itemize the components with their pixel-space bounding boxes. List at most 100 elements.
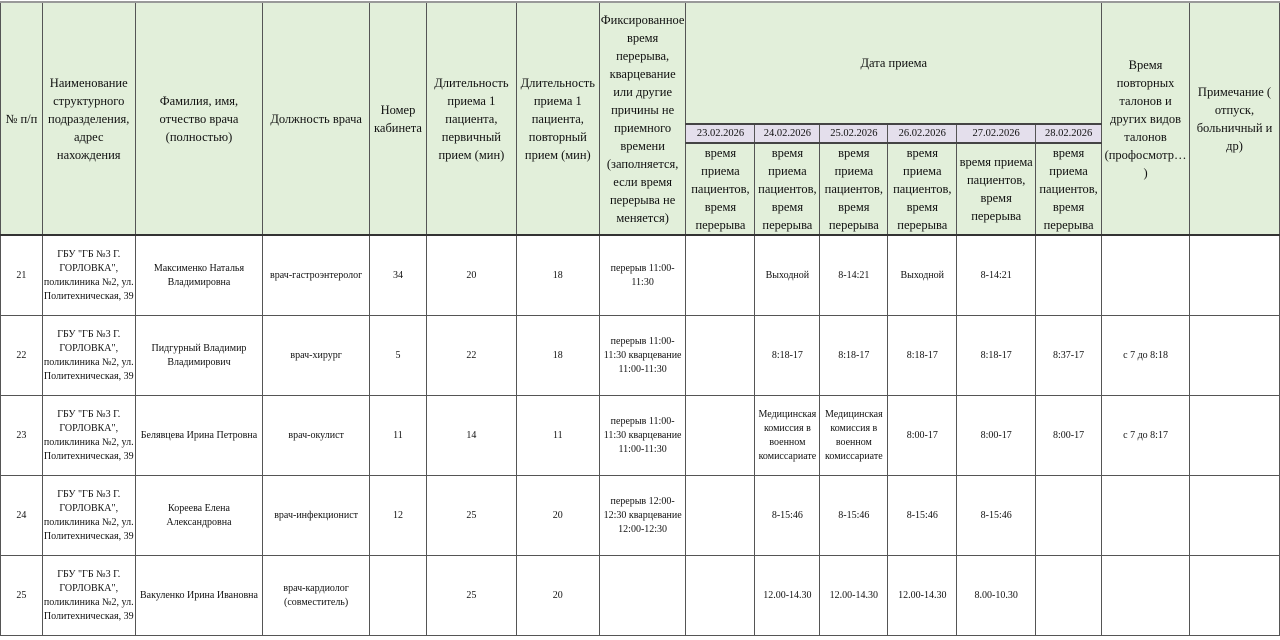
- cell-dur-primary[interactable]: 25: [425, 475, 517, 556]
- cell-repeat-tickets[interactable]: [1101, 555, 1191, 636]
- header-dur-primary: Длительность приема 1 пациента, первичны…: [425, 1, 517, 236]
- cell-cabinet[interactable]: 11: [368, 395, 427, 476]
- cell-day[interactable]: [1035, 555, 1103, 636]
- cell-name[interactable]: Максименко Наталья Владимировна: [134, 234, 264, 316]
- cell-cabinet[interactable]: [368, 555, 427, 636]
- cell-repeat-tickets[interactable]: с 7 до 8:18: [1101, 315, 1191, 396]
- cell-name[interactable]: Белявцева Ирина Петровна: [134, 395, 264, 476]
- header-position: Должность врача: [262, 1, 370, 236]
- cell-dur-repeat[interactable]: 20: [515, 555, 600, 636]
- cell-day[interactable]: 8:00-17: [956, 395, 1037, 476]
- cell-day[interactable]: 12.00-14.30: [754, 555, 821, 636]
- cell-note[interactable]: [1189, 315, 1280, 396]
- cell-position[interactable]: врач-инфекционист: [262, 475, 370, 556]
- cell-day[interactable]: [685, 315, 756, 396]
- cell-num[interactable]: 24: [0, 475, 43, 556]
- table-row: 21 ГБУ "ГБ №3 Г. ГОРЛОВКА", поликлиника №…: [0, 234, 1280, 316]
- cell-dur-repeat[interactable]: 18: [515, 315, 600, 396]
- cell-day[interactable]: 8-15:46: [819, 475, 889, 556]
- cell-day[interactable]: Медицинская комиссия в военном комиссари…: [754, 395, 821, 476]
- cell-break[interactable]: перерыв 11:00-11:30 кварцевание 11:00-11…: [598, 315, 687, 396]
- cell-dur-repeat[interactable]: 11: [515, 395, 600, 476]
- cell-day[interactable]: [685, 555, 756, 636]
- cell-day[interactable]: 8-15:46: [956, 475, 1037, 556]
- header-date-sub: время приема пациентов, время перерыва: [819, 142, 889, 236]
- cell-dur-repeat[interactable]: 18: [515, 234, 600, 316]
- cell-unit[interactable]: ГБУ "ГБ №3 Г. ГОРЛОВКА", поликлиника №2,…: [41, 234, 136, 316]
- cell-dur-primary[interactable]: 20: [425, 234, 517, 316]
- cell-break[interactable]: перерыв 11:00-11:30 кварцевание 11:00-11…: [598, 395, 687, 476]
- cell-day[interactable]: 8-15:46: [887, 475, 958, 556]
- cell-day[interactable]: 12.00-14.30: [887, 555, 958, 636]
- cell-name[interactable]: Пидгурный Владимир Владимирович: [134, 315, 264, 396]
- cell-day[interactable]: 8:00-17: [887, 395, 958, 476]
- cell-day[interactable]: 8.00-10.30: [956, 555, 1037, 636]
- cell-position[interactable]: врач-окулист: [262, 395, 370, 476]
- cell-day[interactable]: 8:18-17: [887, 315, 958, 396]
- cell-day[interactable]: [685, 395, 756, 476]
- cell-day[interactable]: [685, 234, 756, 316]
- cell-day[interactable]: Медицинская комиссия в военном комиссари…: [819, 395, 889, 476]
- cell-day[interactable]: 8-15:46: [754, 475, 821, 556]
- cell-note[interactable]: [1189, 395, 1280, 476]
- header-date-sub: время приема пациентов, время перерыва: [956, 142, 1037, 236]
- cell-day[interactable]: 8:00-17: [1035, 395, 1103, 476]
- cell-repeat-tickets[interactable]: с 7 до 8:17: [1101, 395, 1191, 476]
- header-date: 28.02.2026: [1035, 123, 1103, 144]
- cell-note[interactable]: [1189, 555, 1280, 636]
- cell-break[interactable]: перерыв 12:00-12:30 кварцевание 12:00-12…: [598, 475, 687, 556]
- header-unit: Наименование структурного подразделения,…: [41, 1, 136, 236]
- cell-num[interactable]: 23: [0, 395, 43, 476]
- header-break: Фиксированное время перерыва, кварцевани…: [598, 1, 687, 236]
- cell-dur-repeat[interactable]: 20: [515, 475, 600, 556]
- header-dur-repeat: Длительность приема 1 пациента, повторны…: [515, 1, 600, 236]
- cell-num[interactable]: 25: [0, 555, 43, 636]
- cell-day[interactable]: 8:18-17: [754, 315, 821, 396]
- cell-note[interactable]: [1189, 475, 1280, 556]
- cell-dur-primary[interactable]: 14: [425, 395, 517, 476]
- cell-unit[interactable]: ГБУ "ГБ №3 Г. ГОРЛОВКА", поликлиника №2,…: [41, 395, 136, 476]
- cell-day[interactable]: Выходной: [887, 234, 958, 316]
- cell-name[interactable]: Кореева Елена Александровна: [134, 475, 264, 556]
- cell-day[interactable]: [685, 475, 756, 556]
- cell-dur-primary[interactable]: 22: [425, 315, 517, 396]
- cell-unit[interactable]: ГБУ "ГБ №3 Г. ГОРЛОВКА", поликлиника №2,…: [41, 555, 136, 636]
- cell-position[interactable]: врач-кардиолог (совместитель): [262, 555, 370, 636]
- header-date: 23.02.2026: [685, 123, 756, 144]
- cell-repeat-tickets[interactable]: [1101, 234, 1191, 316]
- cell-cabinet[interactable]: 12: [368, 475, 427, 556]
- header-num: № п/п: [0, 1, 43, 236]
- table-row: 23 ГБУ "ГБ №3 Г. ГОРЛОВКА", поликлиника №…: [0, 395, 1280, 476]
- cell-day[interactable]: [1035, 234, 1103, 316]
- cell-break[interactable]: [598, 555, 687, 636]
- cell-unit[interactable]: ГБУ "ГБ №3 Г. ГОРЛОВКА", поликлиника №2,…: [41, 315, 136, 396]
- cell-dur-primary[interactable]: 25: [425, 555, 517, 636]
- cell-repeat-tickets[interactable]: [1101, 475, 1191, 556]
- cell-note[interactable]: [1189, 234, 1280, 316]
- cell-day[interactable]: 8-14:21: [819, 234, 889, 316]
- cell-num[interactable]: 22: [0, 315, 43, 396]
- cell-name[interactable]: Вакуленко Ирина Ивановна: [134, 555, 264, 636]
- cell-position[interactable]: врач-гастроэнтеролог: [262, 234, 370, 316]
- cell-cabinet[interactable]: 5: [368, 315, 427, 396]
- cell-day[interactable]: 12.00-14.30: [819, 555, 889, 636]
- cell-day[interactable]: 8:37-17: [1035, 315, 1103, 396]
- cell-unit[interactable]: ГБУ "ГБ №3 Г. ГОРЛОВКА", поликлиника №2,…: [41, 475, 136, 556]
- header-date: 27.02.2026: [956, 123, 1037, 144]
- cell-day[interactable]: [1035, 475, 1103, 556]
- cell-num[interactable]: 21: [0, 234, 43, 316]
- cell-day[interactable]: 8-14:21: [956, 234, 1037, 316]
- header-date-sub: время приема пациентов, время перерыва: [685, 142, 756, 236]
- header-date: 26.02.2026: [887, 123, 958, 144]
- header-date: 24.02.2026: [754, 123, 821, 144]
- cell-cabinet[interactable]: 34: [368, 234, 427, 316]
- cell-position[interactable]: врач-хирург: [262, 315, 370, 396]
- cell-break[interactable]: перерыв 11:00-11:30: [598, 234, 687, 316]
- header-name: Фамилия, имя, отчество врача (полностью): [134, 1, 264, 236]
- header-cabinet: Номер кабинета: [368, 1, 427, 236]
- cell-day[interactable]: Выходной: [754, 234, 821, 316]
- header-date-group: Дата приема: [685, 1, 1103, 125]
- cell-day[interactable]: 8:18-17: [819, 315, 889, 396]
- cell-day[interactable]: 8:18-17: [956, 315, 1037, 396]
